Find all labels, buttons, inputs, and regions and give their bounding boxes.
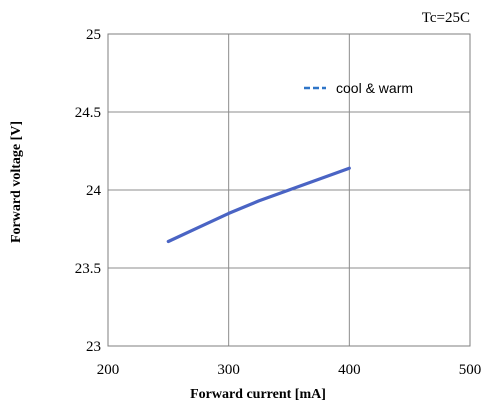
y-tick-labels: 23 23.5 24 24.5 25 xyxy=(75,27,102,355)
y-tick-label: 23 xyxy=(86,339,101,355)
temperature-annotation: Tc=25C xyxy=(422,10,470,26)
legend: cool & warm xyxy=(304,80,413,96)
y-axis-title: Forward voltage [V] xyxy=(9,121,24,243)
y-tick-label: 23.5 xyxy=(75,261,101,277)
y-tick-label: 25 xyxy=(86,27,101,43)
series-layer xyxy=(166,166,351,244)
plot-frame xyxy=(107,33,471,347)
y-tick-label: 24 xyxy=(86,183,102,199)
x-axis-title: Forward current [mA] xyxy=(190,387,326,402)
series-line-cool-warm xyxy=(166,166,351,244)
x-tick-label: 500 xyxy=(459,362,482,378)
x-tick-label: 300 xyxy=(217,362,240,378)
legend-label-cool-warm: cool & warm xyxy=(336,80,413,96)
grid-lines xyxy=(108,34,470,346)
y-tick-label: 24.5 xyxy=(75,105,101,121)
x-tick-label: 400 xyxy=(338,362,361,378)
x-tick-label: 200 xyxy=(97,362,120,378)
x-tick-labels: 200 300 400 500 xyxy=(97,362,482,378)
